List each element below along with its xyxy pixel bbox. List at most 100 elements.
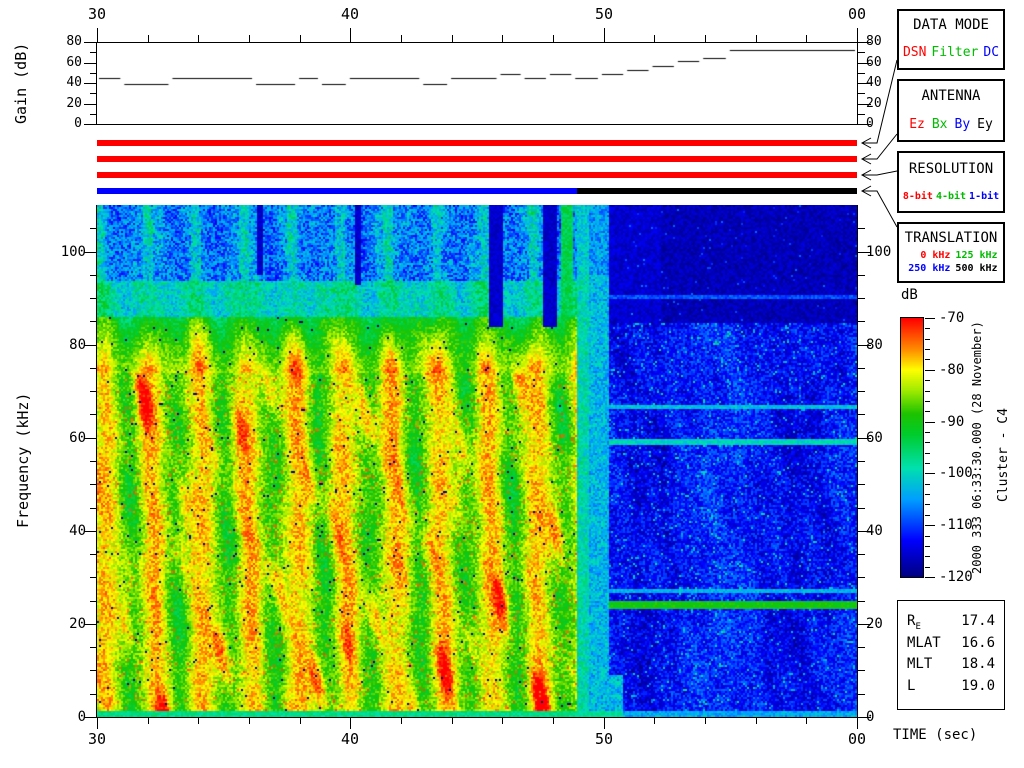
ephemeris-value: 16.6 bbox=[961, 634, 995, 651]
colorbar-frame bbox=[900, 317, 924, 578]
tick-mark bbox=[858, 414, 865, 415]
tick-mark bbox=[97, 718, 98, 729]
tick-mark bbox=[925, 556, 930, 557]
tick-mark bbox=[858, 114, 865, 115]
tick-mark bbox=[858, 717, 871, 718]
tick-mark bbox=[858, 484, 865, 485]
antenna-value: Bx bbox=[931, 117, 948, 132]
tick-mark bbox=[401, 718, 402, 724]
tick-mark bbox=[198, 35, 199, 42]
translation-value: 0 kHz bbox=[920, 250, 951, 261]
resolution-value: 8-bit bbox=[902, 191, 933, 202]
tick-mark bbox=[806, 35, 807, 42]
time-tick-label: 00 bbox=[847, 5, 867, 23]
freq-tick-label: 60 bbox=[69, 430, 86, 446]
tick-mark bbox=[925, 525, 935, 526]
gain-tick-label: 40 bbox=[866, 75, 882, 90]
tick-mark bbox=[90, 694, 97, 695]
tick-mark bbox=[858, 368, 865, 369]
resolution-value: 1-bit bbox=[969, 191, 1000, 202]
ephemeris-panel: RE 17.4 MLAT 16.6 MLT 18.4 L 19.0 bbox=[897, 600, 1005, 710]
tick-mark bbox=[350, 28, 351, 42]
tick-mark bbox=[148, 718, 149, 724]
tick-mark bbox=[604, 718, 605, 729]
time-tick-label: 30 bbox=[87, 5, 107, 23]
time-tick-label: 40 bbox=[340, 730, 360, 748]
tick-mark bbox=[858, 647, 865, 648]
tick-mark bbox=[553, 35, 554, 42]
tick-mark bbox=[756, 35, 757, 42]
tick-mark bbox=[84, 124, 97, 125]
tick-mark bbox=[925, 432, 930, 433]
tick-mark bbox=[90, 601, 97, 602]
freq-tick-label: 100 bbox=[60, 244, 86, 260]
tick-mark bbox=[249, 35, 250, 42]
data-mode-values: DSN Filter DC bbox=[903, 45, 999, 60]
freq-tick-label: 80 bbox=[69, 337, 86, 353]
tick-mark bbox=[925, 359, 930, 360]
tick-mark bbox=[84, 624, 97, 625]
tick-mark bbox=[756, 718, 757, 724]
tick-mark bbox=[858, 391, 865, 392]
tick-mark bbox=[925, 401, 930, 402]
tick-mark bbox=[925, 339, 930, 340]
tick-mark bbox=[925, 453, 930, 454]
tick-mark bbox=[97, 28, 98, 42]
ephemeris-value: 17.4 bbox=[961, 613, 995, 629]
translation-values: 0 kHz 125 kHz 250 kHz 500 kHz bbox=[904, 249, 997, 275]
translation-bar-segment bbox=[577, 188, 857, 194]
tick-mark bbox=[148, 35, 149, 42]
tick-mark bbox=[90, 670, 97, 671]
tick-mark bbox=[84, 83, 97, 84]
tick-mark bbox=[90, 554, 97, 555]
panel-antenna: ANTENNA Ez Bx By Ey bbox=[897, 79, 1005, 142]
antenna-value: Ey bbox=[977, 117, 993, 132]
frequency-axis-label: Frequency (kHz) bbox=[14, 392, 32, 528]
tick-mark bbox=[84, 42, 97, 43]
panel-data-mode: DATA MODE DSN Filter DC bbox=[897, 9, 1005, 70]
tick-mark bbox=[925, 504, 930, 505]
tick-mark bbox=[502, 718, 503, 724]
tick-mark bbox=[925, 318, 935, 319]
tick-mark bbox=[858, 124, 871, 125]
tick-mark bbox=[84, 345, 97, 346]
tick-mark bbox=[90, 93, 97, 94]
tick-mark bbox=[858, 508, 865, 509]
gain-tick-label: 20 bbox=[66, 96, 82, 111]
tick-mark bbox=[925, 494, 930, 495]
tick-mark bbox=[90, 368, 97, 369]
colorbar-tick-label: -100 bbox=[939, 465, 973, 481]
tick-mark bbox=[858, 554, 865, 555]
spacecraft-label: Cluster - C4 bbox=[996, 408, 1011, 502]
data-mode-value: DC bbox=[983, 45, 1000, 60]
tick-mark bbox=[858, 42, 871, 43]
colorbar-tick-label: -120 bbox=[939, 569, 973, 585]
tick-mark bbox=[858, 694, 865, 695]
tick-mark bbox=[90, 114, 97, 115]
freq-tick-label: 0 bbox=[77, 709, 86, 725]
ephemeris-label: MLAT bbox=[907, 634, 941, 651]
tick-mark bbox=[925, 391, 930, 392]
tick-mark bbox=[858, 461, 865, 462]
antenna-title: ANTENNA bbox=[921, 88, 981, 104]
tick-mark bbox=[553, 718, 554, 724]
antenna-value: By bbox=[954, 117, 971, 132]
ephemeris-label: MLT bbox=[907, 656, 933, 673]
tick-mark bbox=[925, 411, 930, 412]
data-mode-bar-segment bbox=[97, 140, 857, 146]
freq-tick-label: 0 bbox=[866, 709, 875, 725]
freq-tick-label: 40 bbox=[69, 523, 86, 539]
colorbar-tick-label: -70 bbox=[939, 310, 965, 326]
tick-mark bbox=[90, 298, 97, 299]
tick-mark bbox=[925, 546, 930, 547]
tick-mark bbox=[925, 577, 935, 578]
gain-tick-label: 0 bbox=[74, 116, 82, 131]
tick-mark bbox=[925, 515, 930, 516]
tick-mark bbox=[925, 442, 930, 443]
translation-row: 0 kHz 125 kHz bbox=[904, 249, 997, 262]
datetime-label: 2000 333 06:33:30.000 (28 November) bbox=[970, 321, 984, 575]
tick-mark bbox=[90, 73, 97, 74]
freq-tick-label: 100 bbox=[866, 244, 892, 260]
spectrogram-frame bbox=[96, 205, 858, 718]
tick-mark bbox=[925, 484, 930, 485]
